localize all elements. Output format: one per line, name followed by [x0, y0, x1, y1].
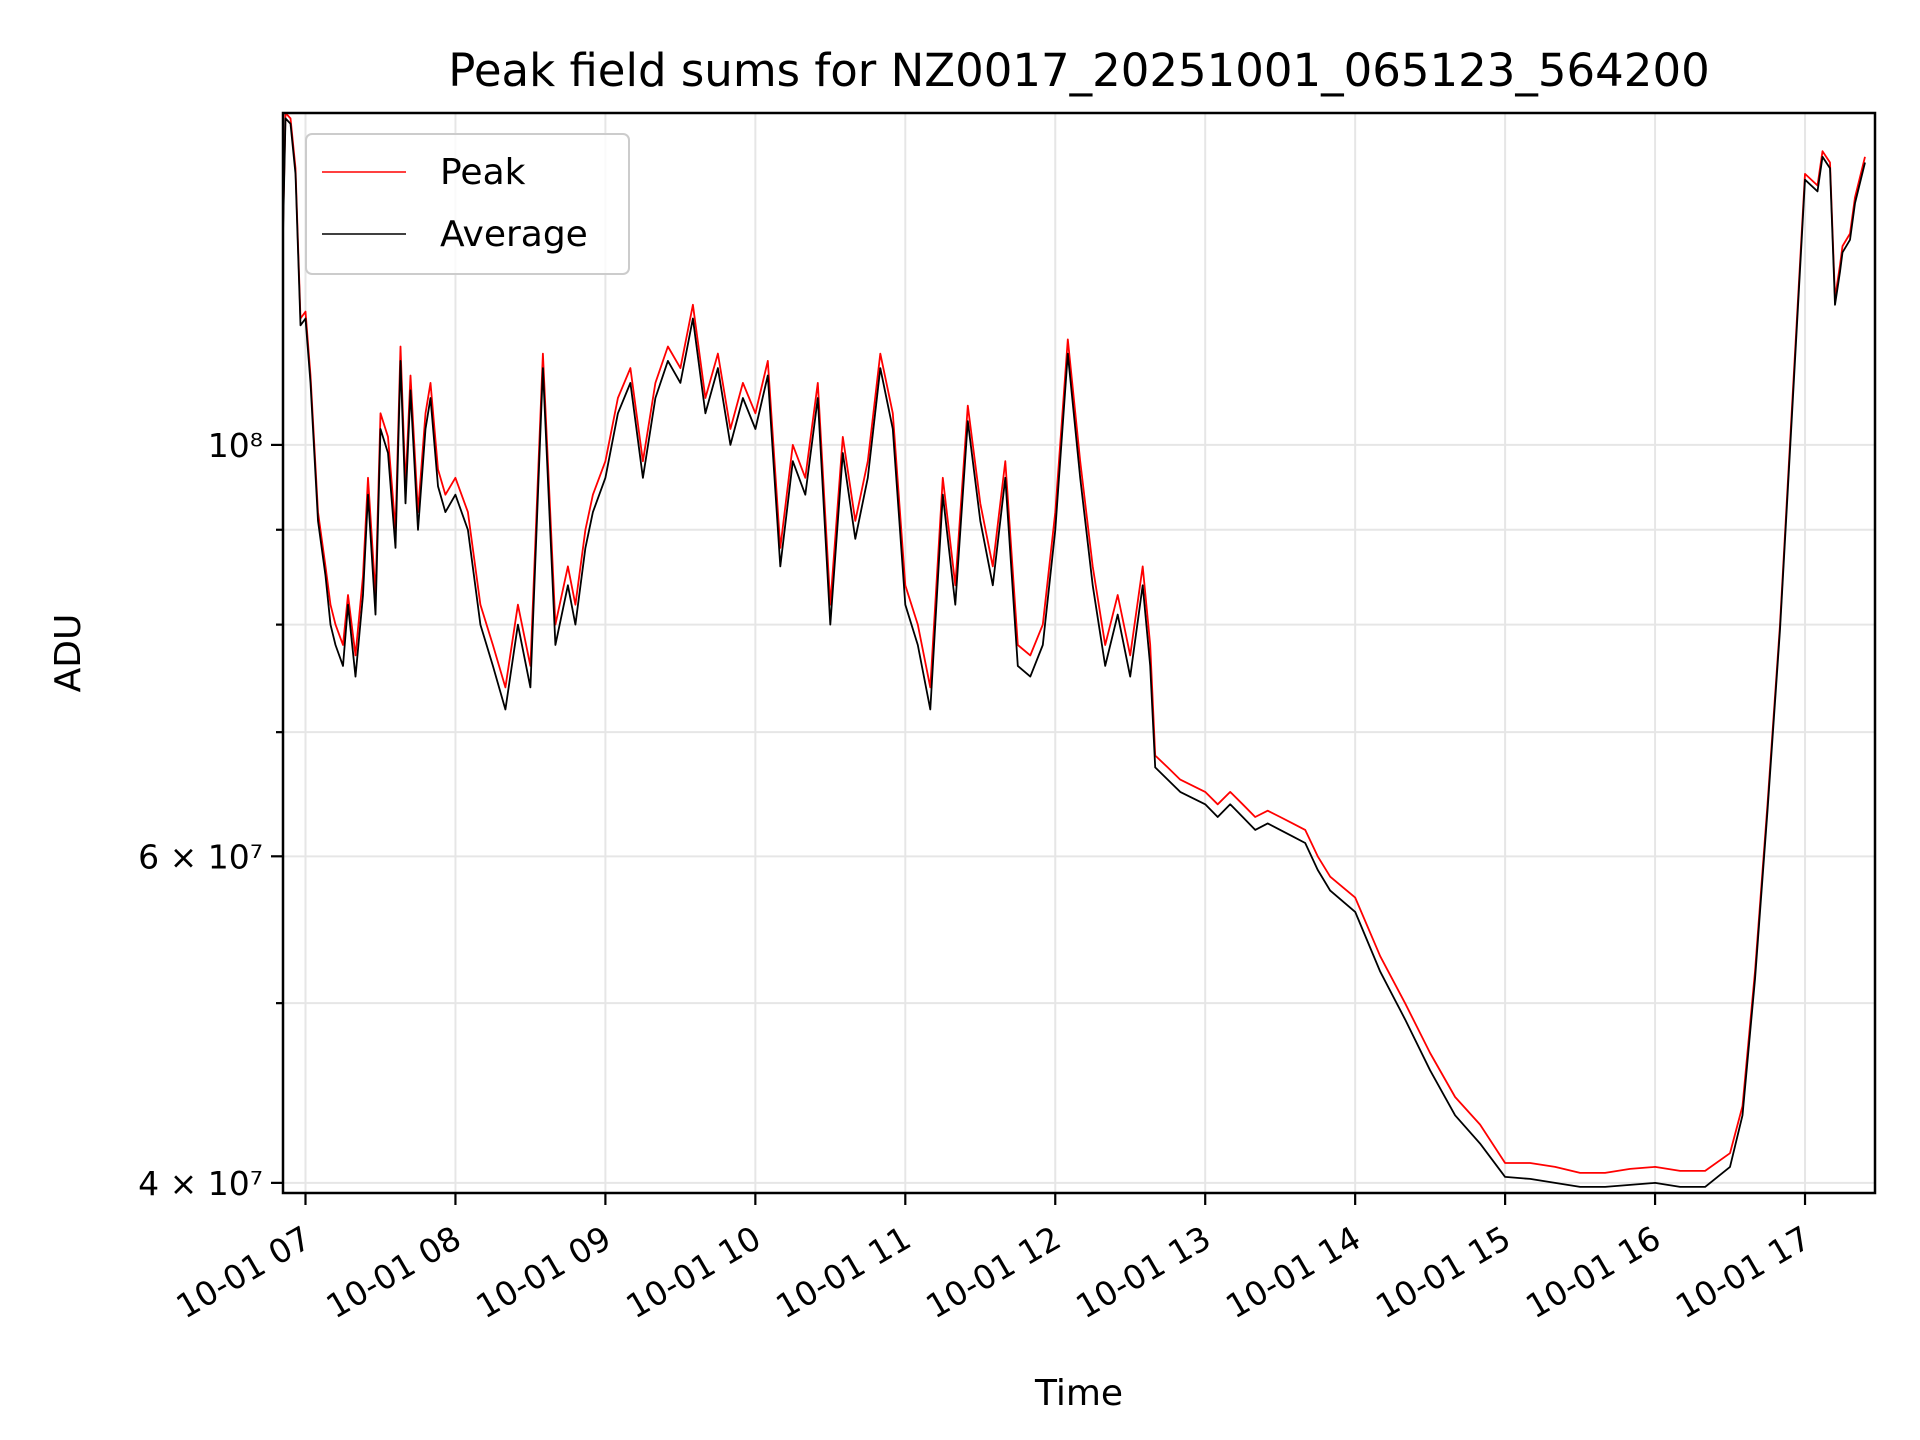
y-tick-label: 10⁸: [208, 426, 263, 465]
legend-label-peak: Peak: [440, 152, 526, 193]
series-layer: [282, 112, 1866, 1188]
legend-box: [305, 133, 630, 275]
chart-title: Peak field sums for NZ0017_20251001_0651…: [448, 44, 1709, 97]
y-axis-label: ADU: [48, 614, 89, 693]
x-axis-label: Time: [1034, 1373, 1123, 1414]
plot-frame: [281, 111, 1877, 1195]
legend: Peak Average: [305, 133, 630, 275]
y-tick-label: 4 × 10⁷: [138, 1164, 263, 1203]
series-line-average: [282, 117, 1866, 1188]
legend-label-average: Average: [440, 214, 588, 255]
y-tick-label: 6 × 10⁷: [138, 837, 263, 876]
